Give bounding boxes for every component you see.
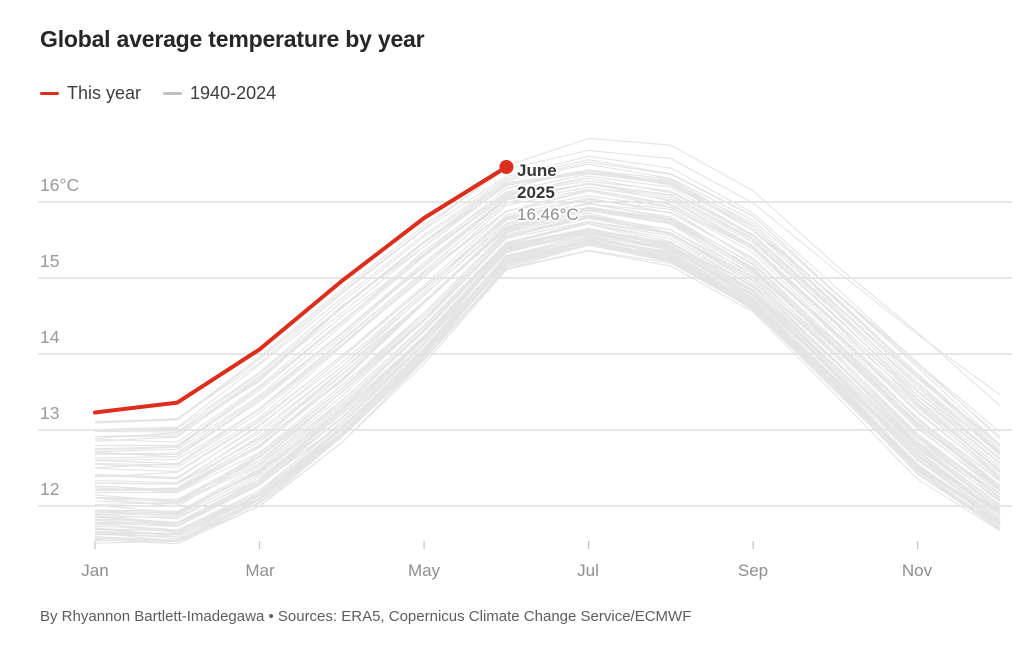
ensemble-year-line	[94, 203, 1001, 487]
data-point-annotation: June 2025 16.46°C	[517, 160, 579, 226]
latest-point-marker	[499, 160, 514, 174]
x-tick-label-jan: Jan	[81, 561, 109, 580]
chart-legend: This year 1940-2024	[40, 83, 276, 104]
x-tick-label-nov: Nov	[901, 561, 933, 580]
x-tick-label-may: May	[407, 561, 441, 580]
ensemble-year-line	[94, 180, 1001, 460]
ensemble-year-line	[94, 221, 1001, 506]
ensemble-year-line	[94, 197, 1001, 478]
x-tick-label-sep: Sep	[737, 561, 769, 580]
ensemble-year-line	[94, 222, 1001, 513]
ensemble-year-line	[94, 223, 1001, 516]
ensemble-year-line	[94, 137, 1001, 424]
ensemble-year-line	[94, 195, 1001, 478]
ensemble-year-line	[94, 190, 1001, 472]
annotation-month: June	[517, 161, 557, 180]
ensemble-year-line	[95, 241, 1001, 534]
x-tick-label-jul: Jul	[577, 561, 599, 580]
ensemble-year-line	[94, 215, 1001, 507]
this-year-line	[93, 165, 509, 415]
annotation-value: 16.46°C	[517, 205, 579, 224]
y-tick-label-15: 15	[40, 251, 60, 271]
ensemble-year-line	[94, 244, 1001, 540]
legend-ensemble-dash-icon	[163, 91, 183, 96]
ensemble-year-line	[94, 175, 1001, 456]
ensemble-year-line	[94, 236, 1001, 533]
ensemble-year-line	[94, 149, 1001, 422]
ensemble-year-line	[94, 221, 1001, 514]
ensemble-year-line	[94, 206, 1001, 492]
ensemble-year-line	[94, 163, 1001, 446]
ensemble-year-line	[94, 155, 1001, 433]
y-tick-label-13: 13	[40, 403, 60, 423]
ensemble-year-line	[94, 212, 1001, 501]
ensemble-year-line	[94, 242, 1001, 535]
ensemble-year-line	[94, 182, 1001, 461]
ensemble-year-line	[94, 243, 1001, 542]
ensemble-year-line	[94, 214, 1001, 503]
ensemble-year-line	[94, 169, 1001, 445]
ensemble-year-line	[94, 210, 1001, 491]
ensemble-year-line	[94, 171, 1001, 447]
y-tick-label-14: 14	[40, 327, 60, 347]
ensemble-year-line	[94, 186, 1001, 466]
legend-this-year-dash-icon	[40, 91, 59, 96]
ensemble-year-line	[94, 249, 1001, 542]
ensemble-year-line	[94, 172, 1001, 450]
page-title: Global average temperature by year	[40, 26, 425, 52]
ensemble-year-line	[94, 189, 1001, 473]
legend-label-this-year: This year	[67, 83, 142, 103]
annotation-year: 2025	[517, 183, 555, 202]
y-tick-label-16: 16°C	[40, 175, 80, 195]
ensemble-year-line	[94, 230, 1001, 524]
source-credit: By Rhyannon Bartlett-Imadegawa • Sources…	[40, 608, 692, 625]
legend-label-ensemble: 1940-2024	[190, 83, 277, 103]
ensemble-year-line	[94, 197, 1001, 480]
y-tick-label-12: 12	[40, 479, 60, 499]
ensemble-year-line	[94, 159, 1001, 440]
x-tick-label-mar: Mar	[245, 561, 275, 580]
ensemble-year-line	[94, 183, 1001, 463]
ensemble-year-line	[94, 202, 1001, 485]
ensemble-year-line	[94, 203, 1001, 484]
